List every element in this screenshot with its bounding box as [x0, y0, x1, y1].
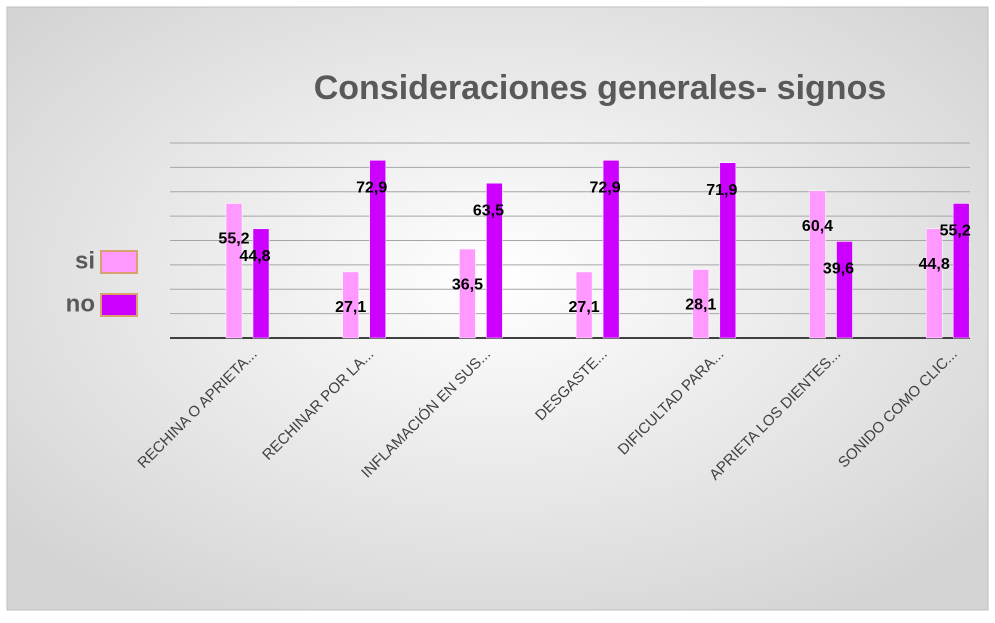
data-label: 27,1	[335, 299, 366, 316]
bar	[925, 228, 943, 339]
legend-label: si	[75, 247, 95, 274]
bar	[692, 269, 710, 339]
bar	[809, 190, 826, 339]
data-label: 63,5	[473, 202, 504, 219]
data-label: 36,5	[452, 276, 483, 293]
bar	[459, 248, 476, 339]
data-label: 72,9	[356, 180, 387, 197]
data-label: 28,1	[685, 297, 716, 314]
bar	[225, 203, 243, 339]
chart-title: Consideraciones generales- signos	[314, 69, 887, 107]
bar	[836, 241, 853, 339]
legend-label: no	[66, 290, 95, 317]
data-label: 44,8	[239, 248, 270, 265]
data-label: 44,8	[919, 256, 950, 273]
bar	[575, 271, 593, 339]
bar	[486, 182, 503, 339]
bar	[252, 228, 270, 339]
data-label: 55,2	[940, 223, 971, 240]
bar	[952, 203, 970, 339]
legend-swatch	[100, 293, 138, 317]
data-label: 72,9	[590, 180, 621, 197]
data-label: 60,4	[802, 218, 833, 235]
data-label: 39,6	[823, 261, 854, 278]
bar	[342, 271, 359, 339]
bar	[719, 162, 737, 339]
data-label: 27,1	[569, 299, 600, 316]
bar	[369, 160, 386, 339]
data-label: 71,9	[706, 182, 737, 199]
legend-swatch	[100, 250, 138, 274]
data-label: 55,2	[218, 231, 249, 248]
bar	[602, 160, 620, 339]
